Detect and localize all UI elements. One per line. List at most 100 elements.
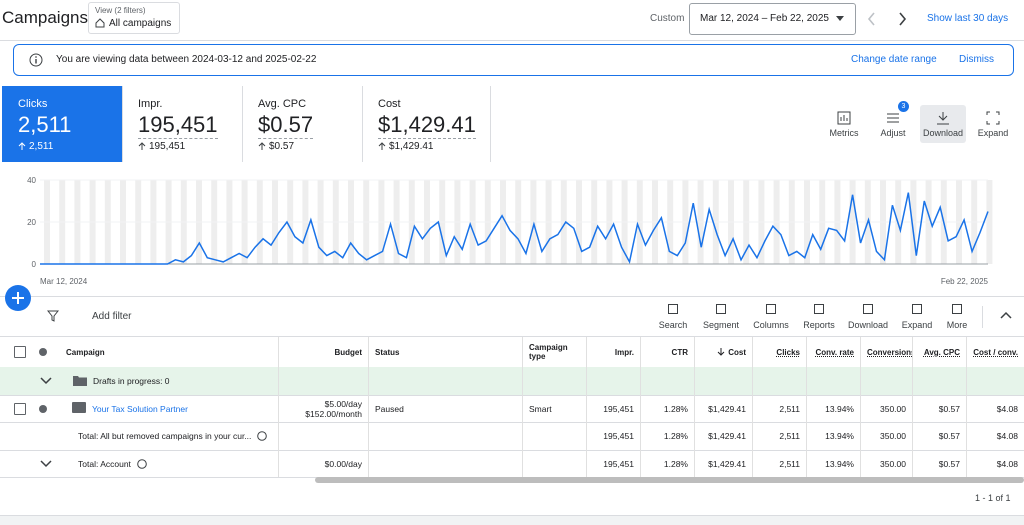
table-tool[interactable]: Columns: [748, 303, 794, 330]
metric-value: 13.94%: [825, 403, 854, 414]
metric-cell: 350.00: [860, 395, 912, 422]
banner-text: You are viewing data between 2024-03-12 …: [56, 54, 317, 65]
change-date-range[interactable]: Change date range: [851, 54, 937, 65]
table-tool[interactable]: Segment: [698, 303, 744, 330]
metrics-button[interactable]: Metrics: [821, 105, 867, 143]
view-label: View (2 filters): [95, 6, 146, 15]
metric-value: 350.00: [880, 431, 906, 441]
date-nav[interactable]: [866, 12, 912, 26]
type-cell: [522, 422, 586, 450]
metric-cell: 2,511: [752, 395, 806, 422]
header-text[interactable]: Avg. CPC: [923, 347, 960, 357]
metric-card[interactable]: Impr. 195,451 195,451: [122, 86, 243, 162]
metric-value: 13.94%: [825, 458, 854, 469]
divider: [982, 306, 983, 328]
header-text[interactable]: Campaign type: [529, 343, 568, 361]
column-header: Campaign type: [522, 337, 586, 367]
divider: [0, 296, 1024, 297]
label: Download: [847, 320, 889, 330]
dismiss[interactable]: Dismiss: [959, 54, 994, 65]
header-text[interactable]: Cost: [728, 347, 746, 357]
metric-value: $0.57: [938, 431, 960, 441]
metric-cell: 1.28%: [640, 422, 694, 450]
arrow: [18, 142, 26, 150]
metric-value: 195,451: [603, 403, 634, 414]
up-arrow: [138, 142, 146, 150]
metric-card[interactable]: Avg. CPC $0.57 $0.57: [242, 86, 363, 162]
add-filter[interactable]: Add filter: [92, 311, 132, 322]
table-tool[interactable]: Reports: [796, 303, 842, 330]
select-all-checkbox[interactable]: [14, 346, 26, 358]
metric-value: $4.08: [996, 458, 1018, 469]
paused-dot: [39, 405, 47, 413]
view-selector[interactable]: View (2 filters) All campaigns: [88, 2, 180, 34]
icon: [668, 304, 678, 314]
budget-line: $0.00/day: [324, 458, 362, 469]
metric-cell: 350.00: [860, 450, 912, 477]
icon: [716, 304, 726, 314]
delta-value: $1,429.41: [389, 141, 434, 152]
empty-cell: [806, 367, 860, 395]
delta-value: 195,451: [149, 141, 186, 152]
header-text[interactable]: Budget: [334, 347, 362, 357]
home-icon: [95, 18, 105, 28]
metric-cell: $1,429.41: [694, 450, 752, 477]
label: Expand: [977, 128, 1009, 138]
header-text[interactable]: Conversions: [867, 347, 912, 357]
header-text[interactable]: Conv. rate: [815, 347, 854, 357]
header-text[interactable]: Clicks: [776, 347, 800, 357]
metric-label: Impr.: [138, 98, 163, 110]
table-row: Your Tax Solution Partner $5.00/day $152.0…: [0, 395, 1024, 423]
download-button[interactable]: Download: [920, 105, 966, 143]
add-campaign-button[interactable]: [5, 285, 31, 311]
adjust-badge: 3: [898, 101, 909, 112]
metric-card[interactable]: Cost $1,429.41 $1,429.41: [362, 86, 491, 162]
header-text[interactable]: Status: [375, 347, 400, 357]
metric-value: 13.94%: [825, 431, 854, 441]
header-text[interactable]: Cost / conv.: [973, 347, 1018, 357]
metric-value: 195,451: [603, 458, 634, 469]
metric-cell: 13.94%: [806, 395, 860, 422]
header-text[interactable]: Campaign: [66, 347, 105, 357]
show-last-30[interactable]: Show last 30 days: [927, 13, 1009, 24]
header-text[interactable]: CTR: [671, 347, 688, 357]
glyph: [952, 304, 962, 314]
metric-card[interactable]: Clicks 2,511 2,511: [2, 86, 123, 162]
delta-value: 2,511: [29, 141, 54, 152]
data-line: [40, 192, 989, 265]
table-tool[interactable]: More: [934, 303, 980, 330]
empty-cell: [860, 367, 912, 395]
collapse-icon[interactable]: [1000, 311, 1012, 319]
metric-value: $4.08: [996, 403, 1018, 414]
metric-value: 350.00: [880, 403, 906, 414]
date-picker[interactable]: Mar 12, 2024 – Feb 22, 2025: [689, 3, 856, 35]
label: Expand: [901, 320, 933, 330]
label: Search: [658, 320, 688, 330]
status-cell: Paused: [368, 395, 522, 422]
header-text[interactable]: Impr.: [614, 347, 634, 357]
adjust-button[interactable]: Adjust 3: [870, 101, 916, 143]
glyph: [716, 304, 726, 314]
budget-cell: [278, 422, 368, 450]
column-header: Conv. rate: [806, 337, 860, 367]
empty-cell: [522, 367, 586, 395]
glyph: [814, 304, 824, 314]
expand-chevron: [40, 460, 52, 468]
table-tool[interactable]: Search: [650, 303, 696, 330]
metric-cell: $0.57: [912, 450, 966, 477]
glyph: [668, 304, 678, 314]
x-tick-label: Mar 12, 2024: [40, 277, 88, 286]
budget-cell: $0.00/day: [278, 450, 368, 477]
table-tool[interactable]: Expand: [894, 303, 940, 330]
metric-cell: 195,451: [586, 450, 640, 477]
table-row: Campaign Budget Status Campaign type Impr. CT…: [0, 337, 1024, 368]
x-tick-label: Feb 22, 2025: [941, 277, 989, 286]
row-checkbox[interactable]: [14, 403, 26, 415]
budget-line: $152.00/month: [305, 408, 362, 419]
table-tool[interactable]: Download: [845, 303, 891, 330]
campaign-name[interactable]: Your Tax Solution Partner: [92, 403, 188, 414]
expand-button[interactable]: Expand: [970, 105, 1016, 143]
ring: [257, 431, 268, 441]
metric-cell: $4.08: [966, 422, 1024, 450]
